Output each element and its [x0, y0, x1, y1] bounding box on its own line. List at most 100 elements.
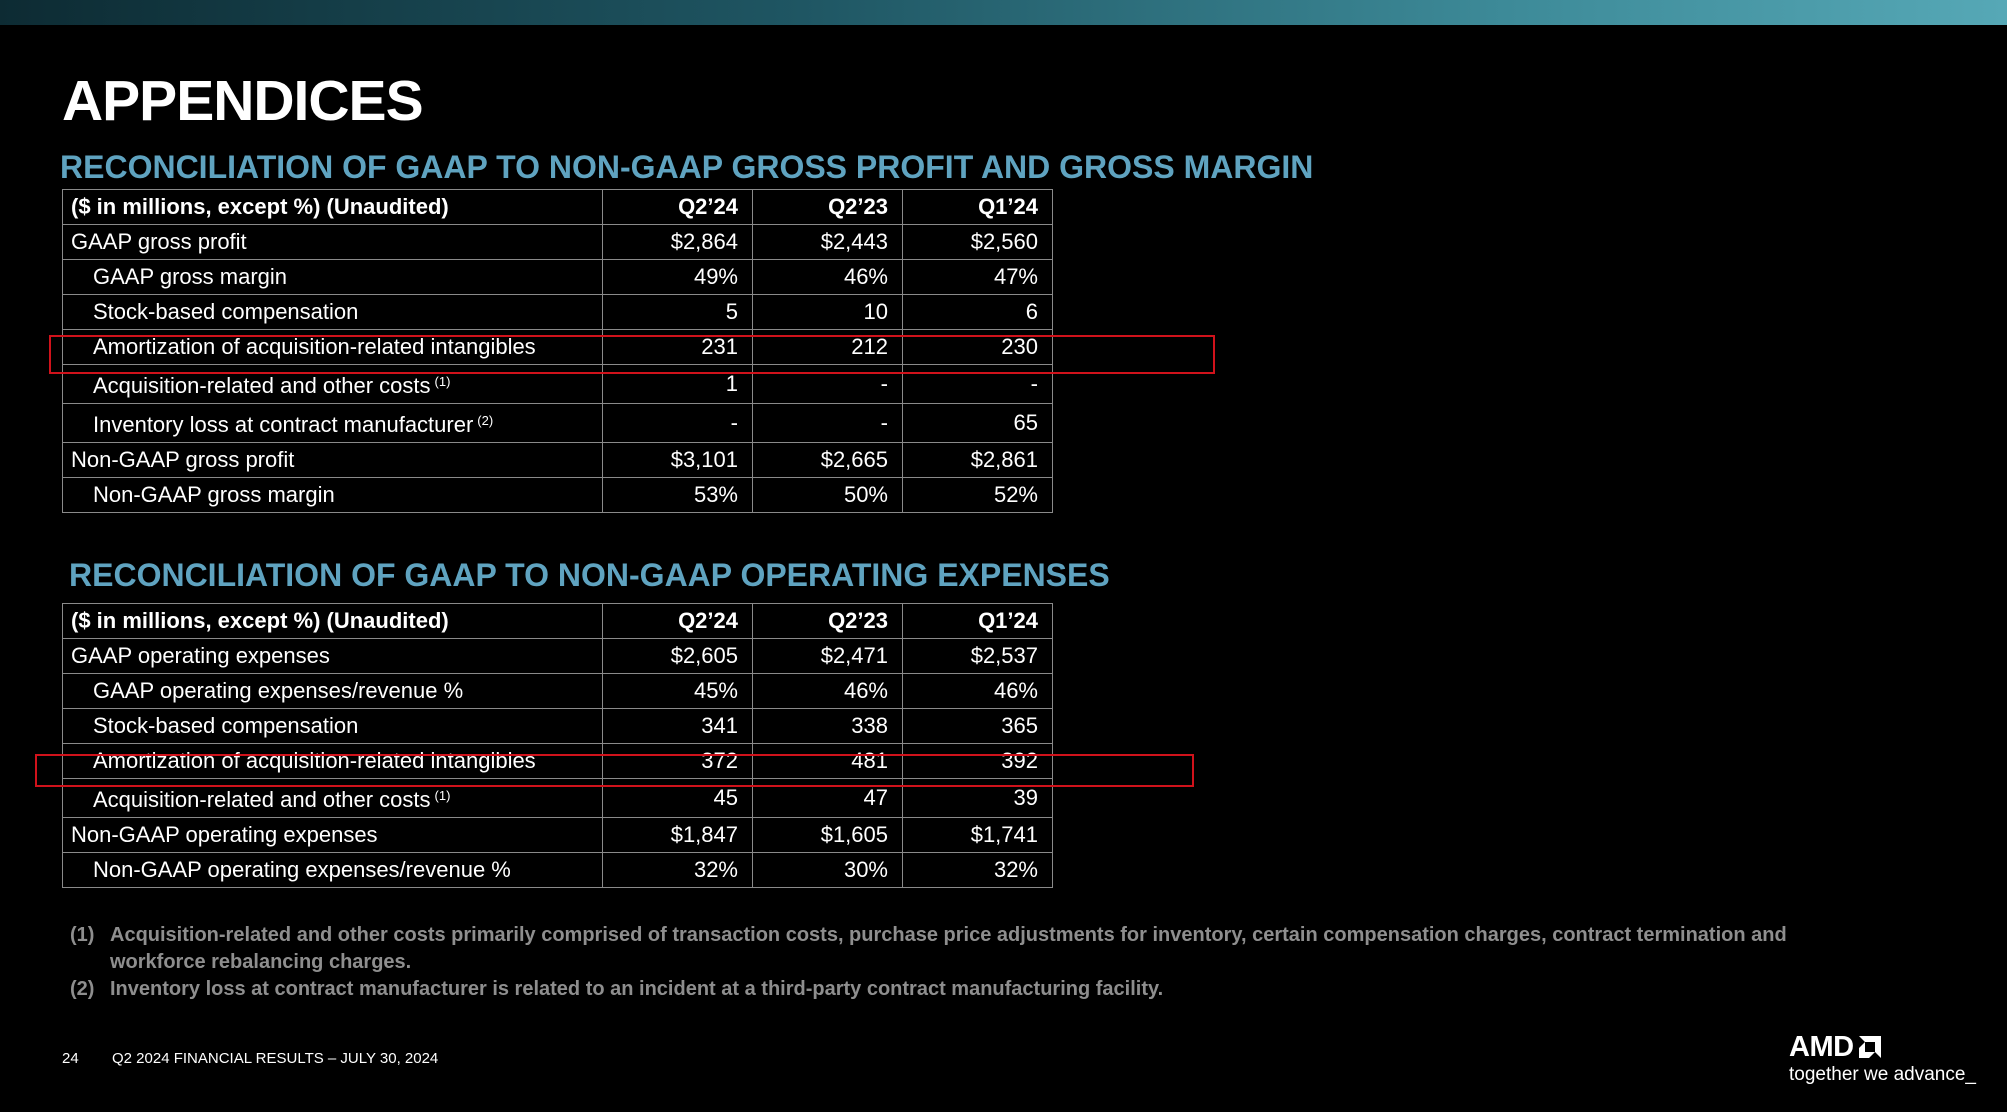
- value-cell: 46%: [752, 673, 903, 709]
- table-row: Stock-based compensation 5 10 6: [62, 294, 1053, 330]
- value-cell: 32%: [602, 852, 753, 888]
- value-cell: $2,665: [752, 442, 903, 478]
- header-period-cell: Q2’24: [602, 603, 753, 639]
- value-cell: 46%: [752, 259, 903, 295]
- row-label-cell: Non-GAAP gross margin: [62, 477, 603, 513]
- row-label: Acquisition-related and other costs: [93, 787, 431, 812]
- operating-expenses-reconciliation-table: ($ in millions, except %) (Unaudited) Q2’…: [62, 603, 1053, 888]
- value-cell: 47: [752, 778, 903, 818]
- row-label: Non-GAAP gross margin: [93, 482, 335, 507]
- table-header-row: ($ in millions, except %) (Unaudited) Q2’…: [62, 603, 1053, 639]
- table-row: Acquisition-related and other costs (1) 1-…: [62, 364, 1053, 404]
- value-cell: $2,605: [602, 638, 753, 674]
- row-label-cell: Amortization of acquisition-related inta…: [62, 329, 603, 365]
- value-cell: 10: [752, 294, 903, 330]
- value-cell: $2,471: [752, 638, 903, 674]
- value-cell: 338: [752, 708, 903, 744]
- value-cell: $2,560: [902, 224, 1053, 260]
- footnote-text: Inventory loss at contract manufacturer …: [110, 978, 1164, 1000]
- value-cell: $2,537: [902, 638, 1053, 674]
- value-cell: $2,861: [902, 442, 1053, 478]
- row-label: Acquisition-related and other costs: [93, 373, 431, 398]
- header-period-cell: Q2’23: [752, 189, 903, 225]
- value-cell: -: [902, 364, 1053, 404]
- row-label: GAAP gross profit: [71, 229, 247, 254]
- row-label: GAAP gross margin: [93, 264, 288, 289]
- value-cell: 1: [602, 364, 753, 404]
- page-number: 24: [62, 1050, 79, 1067]
- row-label: Non-GAAP gross profit: [71, 447, 295, 472]
- amd-arrow-icon: [1858, 1036, 1881, 1058]
- table-row: Inventory loss at contract manufacturer(…: [62, 403, 1053, 443]
- value-cell: $1,605: [752, 817, 903, 853]
- value-cell: 52%: [902, 477, 1053, 513]
- footnote-marker: (1): [70, 924, 95, 946]
- value-cell: 372: [602, 743, 753, 779]
- header-label-cell: ($ in millions, except %) (Unaudited): [62, 603, 603, 639]
- value-cell: $1,847: [602, 817, 753, 853]
- value-cell: 231: [602, 329, 753, 365]
- footnote-2: (2) Inventory loss at contract manufactu…: [70, 976, 1880, 1003]
- row-label-cell: Non-GAAP operating expenses: [62, 817, 603, 853]
- table-row: GAAP operating expenses $2,605 $2,471 $2,53…: [62, 638, 1053, 674]
- footnote-text: Acquisition-related and other costs prim…: [110, 924, 1787, 973]
- value-cell: 481: [752, 743, 903, 779]
- value-cell: 45: [602, 778, 753, 818]
- header-period-cell: Q2’23: [752, 603, 903, 639]
- header-label-cell: ($ in millions, except %) (Unaudited): [62, 189, 603, 225]
- table-row: GAAP operating expenses/revenue % 45% 46% 4…: [62, 673, 1053, 709]
- footnote-reference: (1): [434, 374, 451, 389]
- table-row: Acquisition-related and other costs (1) 45…: [62, 778, 1053, 818]
- row-label-cell: GAAP gross margin: [62, 259, 603, 295]
- footnotes: (1) Acquisition-related and other costs …: [70, 922, 1880, 1003]
- value-cell: 49%: [602, 259, 753, 295]
- row-label-cell: Non-GAAP operating expenses/revenue %: [62, 852, 603, 888]
- value-cell: 65: [902, 403, 1053, 443]
- amd-logo: AMD together we advance_: [1789, 1032, 1979, 1087]
- row-label: GAAP operating expenses/revenue %: [93, 678, 464, 703]
- logo-wordmark: AMD: [1789, 1031, 1854, 1063]
- row-label-cell: Acquisition-related and other costs (1): [62, 364, 603, 404]
- row-label-cell: Amortization of acquisition-related inta…: [62, 743, 603, 779]
- footnote-reference: (1): [434, 788, 451, 803]
- value-cell: 32%: [902, 852, 1053, 888]
- footnote-reference: (2): [477, 413, 494, 428]
- row-label: Non-GAAP operating expenses/revenue %: [93, 857, 511, 882]
- value-cell: $2,443: [752, 224, 903, 260]
- table-row: Non-GAAP operating expenses $1,847 $1,605 $…: [62, 817, 1053, 853]
- value-cell: 341: [602, 708, 753, 744]
- top-gradient-bar: [0, 0, 2007, 25]
- value-cell: 53%: [602, 477, 753, 513]
- value-cell: 39: [902, 778, 1053, 818]
- row-label: Non-GAAP operating expenses: [71, 822, 378, 847]
- value-cell: 365: [902, 708, 1053, 744]
- row-label-cell: GAAP operating expenses/revenue %: [62, 673, 603, 709]
- value-cell: $3,101: [602, 442, 753, 478]
- page-title: APPENDICES: [62, 69, 424, 133]
- table-row: GAAP gross margin 49% 46% 47%: [62, 259, 1053, 295]
- row-label-cell: GAAP operating expenses: [62, 638, 603, 674]
- gross-profit-reconciliation-table: ($ in millions, except %) (Unaudited) Q2’…: [62, 189, 1053, 513]
- row-label: Stock-based compensation: [93, 299, 359, 324]
- value-cell: $1,741: [902, 817, 1053, 853]
- table-row: Non-GAAP operating expenses/revenue % 32%…: [62, 852, 1053, 888]
- value-cell: -: [752, 364, 903, 404]
- operating-expenses-section-title: RECONCILIATION OF GAAP TO NON-GAAP OPERA…: [69, 557, 1110, 593]
- table-row: Non-GAAP gross profit $3,101 $2,665 $2,861: [62, 442, 1053, 478]
- gross-profit-section-title: RECONCILIATION OF GAAP TO NON-GAAP GROSS…: [60, 149, 1314, 185]
- table-row: Non-GAAP gross margin 53% 50% 52%: [62, 477, 1053, 513]
- value-cell: 30%: [752, 852, 903, 888]
- row-label: GAAP operating expenses: [71, 643, 330, 668]
- table-row: GAAP gross profit $2,864 $2,443 $2,560: [62, 224, 1053, 260]
- logo-tagline: together we advance_: [1789, 1064, 1976, 1085]
- value-cell: 50%: [752, 477, 903, 513]
- value-cell: 47%: [902, 259, 1053, 295]
- row-label: Amortization of acquisition-related inta…: [93, 748, 536, 773]
- value-cell: 45%: [602, 673, 753, 709]
- row-label-cell: Inventory loss at contract manufacturer(…: [62, 403, 603, 443]
- footnote-marker: (2): [70, 978, 95, 1000]
- value-cell: -: [752, 403, 903, 443]
- header-period-cell: Q2’24: [602, 189, 753, 225]
- row-label: Amortization of acquisition-related inta…: [93, 334, 536, 359]
- table-header-row: ($ in millions, except %) (Unaudited) Q2’…: [62, 189, 1053, 225]
